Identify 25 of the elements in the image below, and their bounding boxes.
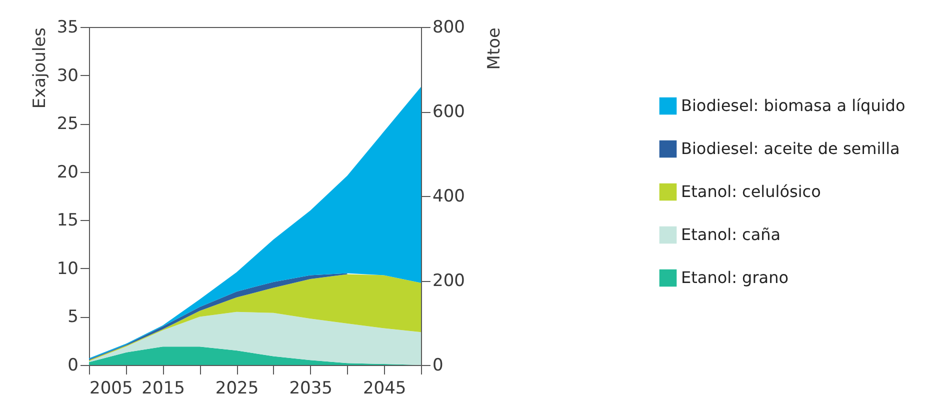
legend-label: Etanol: grano	[681, 268, 789, 287]
legend-label: Biodiesel: aceite de semilla	[681, 139, 900, 158]
y-tick-label: 0	[68, 356, 78, 376]
y-tick-label: 10	[56, 258, 78, 279]
legend-label: Etanol: caña	[681, 225, 781, 244]
y2-axis-title: Mtoe	[484, 28, 504, 70]
y2-tick-label: 400	[432, 186, 465, 206]
y-tick-label: 35	[56, 18, 78, 38]
x-tick-label: 2015	[142, 378, 185, 398]
y2-tick-label: 0	[432, 356, 444, 376]
y-tick-label: 25	[56, 114, 78, 134]
legend-label: Etanol: celulósico	[681, 182, 821, 201]
x-tick-label: 2045	[362, 378, 406, 398]
x-tick-label: 2005	[90, 378, 133, 398]
y-axis-title: Exajoules	[30, 27, 50, 109]
x-tick-label: 2035	[289, 378, 332, 398]
y-tick-label: 20	[56, 162, 78, 182]
y-tick-label: 15	[56, 210, 78, 231]
x-tick-label: 2025	[215, 378, 259, 398]
y-tick-label: 5	[68, 307, 78, 328]
y2-tick-label: 200	[432, 271, 465, 291]
y2-tick-label: 800	[432, 18, 465, 38]
y2-tick-label: 600	[432, 102, 465, 122]
legend-label: Biodiesel: biomasa a líquido	[681, 96, 906, 115]
y-tick-label: 30	[56, 66, 78, 86]
